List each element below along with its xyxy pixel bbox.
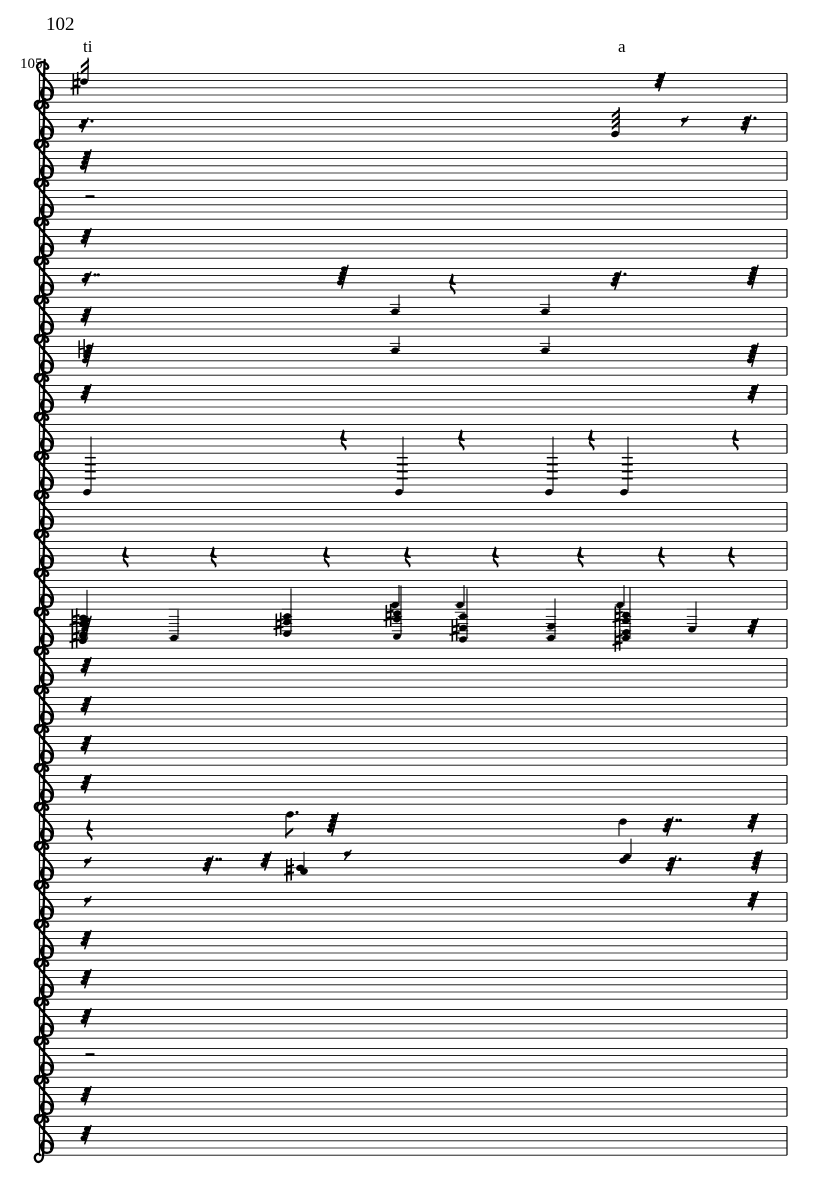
svg-text:102: 102 [46, 14, 75, 35]
svg-text:ti: ti [83, 37, 93, 56]
svg-text:a: a [618, 37, 626, 56]
